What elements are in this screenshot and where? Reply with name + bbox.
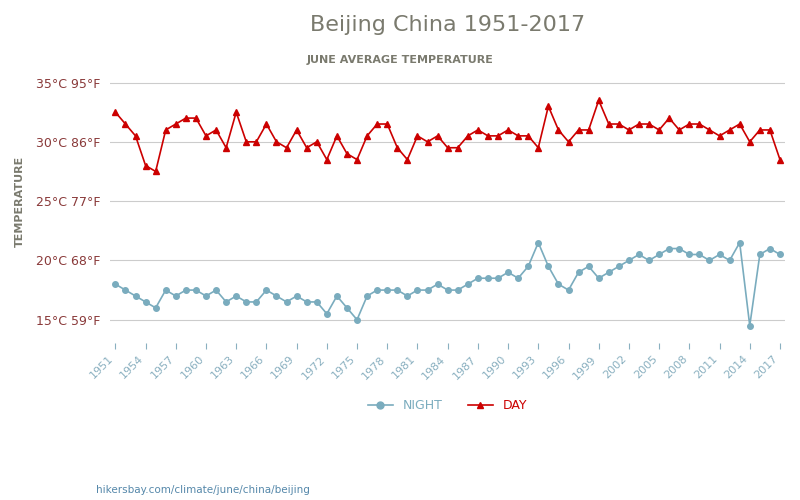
- Title: Beijing China 1951-2017: Beijing China 1951-2017: [310, 15, 586, 35]
- Y-axis label: TEMPERATURE: TEMPERATURE: [15, 156, 25, 246]
- Text: hikersbay.com/climate/june/china/beijing: hikersbay.com/climate/june/china/beijing: [96, 485, 310, 495]
- Text: JUNE AVERAGE TEMPERATURE: JUNE AVERAGE TEMPERATURE: [306, 55, 494, 65]
- Legend: NIGHT, DAY: NIGHT, DAY: [363, 394, 532, 417]
